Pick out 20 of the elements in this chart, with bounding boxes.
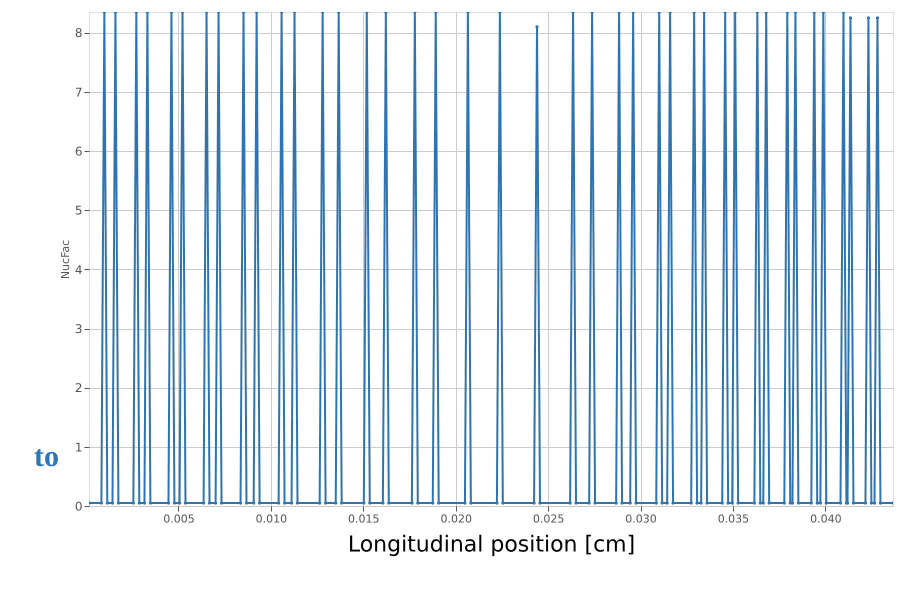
x-tick-label: 0.040 <box>810 512 842 526</box>
y-tick-label: 2 <box>74 381 82 396</box>
text: to <box>34 440 59 473</box>
y-tick-label: 5 <box>74 204 82 218</box>
x-tick-label: 0.010 <box>256 512 288 526</box>
x-tick-label: 0.030 <box>625 512 657 526</box>
y-tick-label: 7 <box>74 85 82 100</box>
x-tick-label: 0.020 <box>440 512 472 526</box>
x-axis-title: Longitudinal position [cm] <box>348 532 636 558</box>
y-tick-label: 1 <box>74 440 82 454</box>
x-tick-label: 0.035 <box>718 512 750 526</box>
y-axis-title: NucFac <box>58 240 72 280</box>
y-tick-label: 6 <box>74 144 82 159</box>
x-tick-label: 0.015 <box>348 512 380 526</box>
y-tick-label: 8 <box>74 26 82 40</box>
x-tick-label: 0.005 <box>163 512 195 526</box>
y-tick-label: 4 <box>74 262 82 277</box>
y-tick-label: 3 <box>74 322 82 336</box>
x-tick-label: 0.025 <box>532 512 564 526</box>
y-tick-label: 0 <box>74 500 82 514</box>
